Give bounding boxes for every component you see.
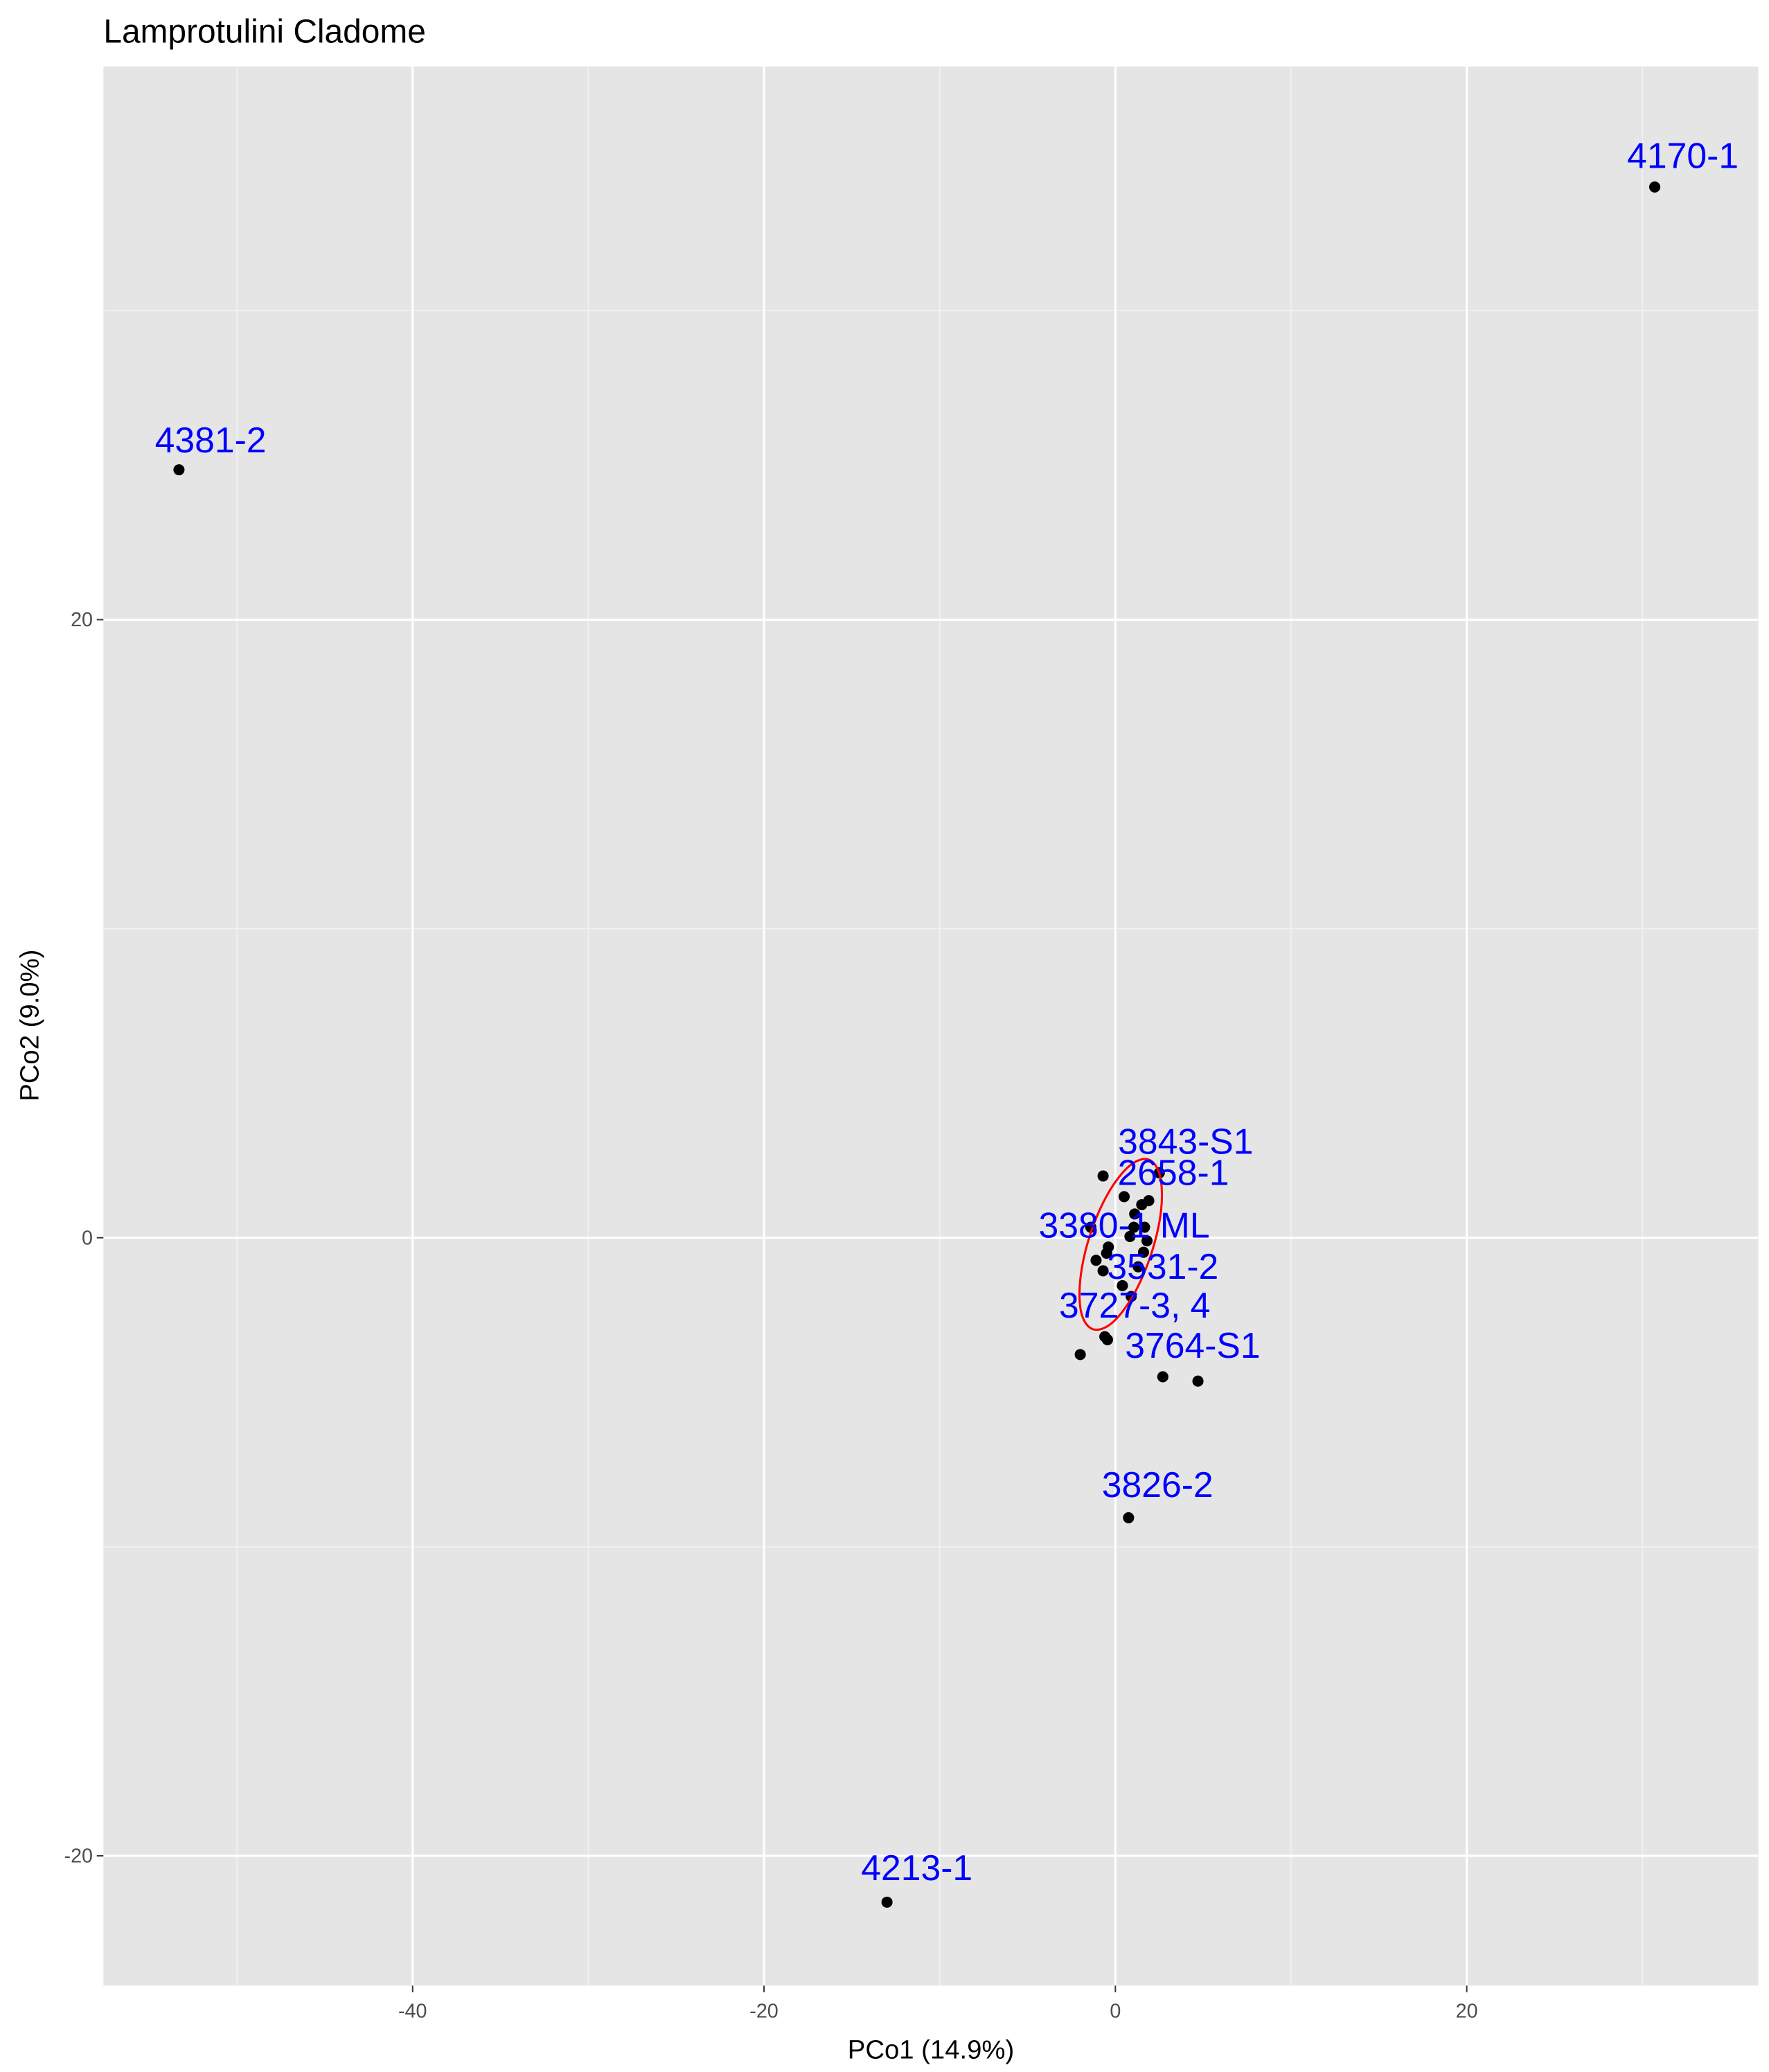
point-label: 4381-2: [155, 420, 267, 460]
y-axis-label: PCo2 (9.0%): [15, 950, 45, 1101]
point: [1141, 1235, 1153, 1247]
x-tick-label: 0: [1110, 2000, 1121, 2022]
point: [1192, 1375, 1204, 1387]
point: [1101, 1334, 1113, 1345]
point: [1097, 1170, 1109, 1182]
x-tick-label: -40: [398, 2000, 427, 2022]
x-axis-label: PCo1 (14.9%): [848, 2035, 1014, 2065]
point: [1090, 1255, 1102, 1266]
y-tick-label: -20: [64, 1845, 94, 1868]
point: [1123, 1512, 1135, 1523]
point-label: 4213-1: [861, 1848, 972, 1888]
point: [881, 1896, 893, 1908]
ellipse: [1078, 1158, 1164, 1331]
point: [173, 464, 185, 476]
point-label: 3531-2: [1107, 1246, 1218, 1286]
x-tick-label: 20: [1456, 2000, 1478, 2022]
point: [1157, 1371, 1168, 1383]
point: [1136, 1198, 1148, 1211]
point: [1097, 1265, 1109, 1277]
point: [1128, 1221, 1140, 1233]
point: [1074, 1349, 1086, 1361]
point: [1118, 1191, 1130, 1203]
point-label: 2658-1: [1118, 1152, 1229, 1192]
point-label: 3764-S1: [1125, 1325, 1260, 1365]
point: [1101, 1247, 1112, 1259]
x-tick-label: -20: [749, 2000, 779, 2022]
point-label: 3380-1 ML: [1038, 1205, 1209, 1246]
point-label: 4170-1: [1627, 136, 1739, 176]
point-label: 3727-3, 4: [1059, 1285, 1210, 1325]
point: [1132, 1261, 1144, 1273]
point: [1117, 1279, 1128, 1291]
point: [1124, 1230, 1136, 1242]
chart-title: Lamprotulini Cladome: [103, 14, 426, 51]
plot-panel: [103, 66, 1759, 1986]
point-label: 3826-2: [1102, 1464, 1214, 1505]
point: [1129, 1208, 1141, 1220]
point: [1648, 181, 1661, 193]
y-tick-label: 20: [71, 609, 93, 631]
point-label: 3843-S1: [1118, 1122, 1253, 1162]
point: [1137, 1246, 1149, 1258]
point: [1139, 1221, 1150, 1233]
y-tick-label: 0: [82, 1227, 93, 1249]
